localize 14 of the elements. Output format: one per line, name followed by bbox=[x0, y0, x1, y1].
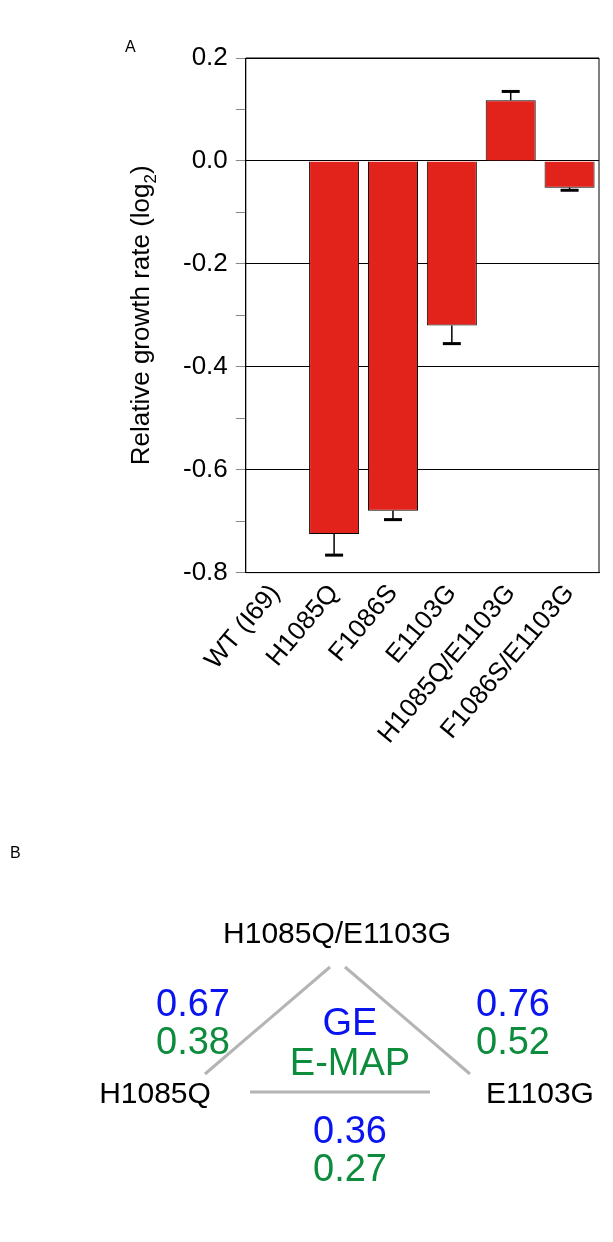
y-tick-label: 0.0 bbox=[191, 144, 228, 175]
category-label: H1085Q bbox=[99, 1076, 211, 1109]
y-tick-label: -0.8 bbox=[182, 555, 228, 586]
category-label: H1085Q/E1103G bbox=[223, 916, 451, 949]
legend-label: E-MAP bbox=[289, 1041, 411, 1083]
y-tick-label: 0.2 bbox=[191, 41, 228, 72]
y-tick-label: -0.4 bbox=[182, 349, 228, 380]
category-label: E1103G bbox=[486, 1076, 594, 1109]
y-axis-title: Relative growth rate (log2) bbox=[125, 165, 160, 466]
text: B bbox=[10, 844, 21, 861]
y-tick-label: -0.2 bbox=[182, 247, 228, 278]
chart-title: A bbox=[125, 38, 136, 56]
legend-label: GE bbox=[322, 1001, 378, 1043]
y-tick-label: -0.6 bbox=[182, 452, 228, 483]
